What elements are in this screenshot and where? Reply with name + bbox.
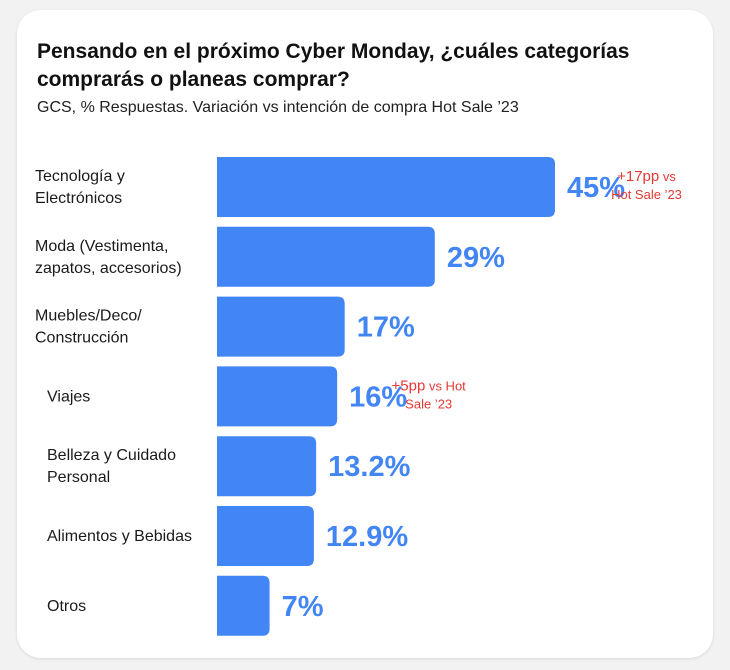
value-label-6: 7% [282,591,324,623]
bar-1 [217,226,435,287]
category-label-5: Alimentos y Bebidas [47,528,192,545]
chart-title: Pensando en el próximo Cyber Monday, ¿cu… [37,40,630,91]
category-label-2: Muebles/Deco/Construcción [35,308,142,347]
annotation-1: +5pp vs Hot Sale ’23 [392,377,467,411]
value-label-5: 12.9% [326,521,408,553]
chart-card [17,10,713,658]
bar-6 [217,575,270,636]
value-label-3: 16% [349,381,407,413]
value-label-2: 17% [357,312,415,344]
category-label-3: Viajes [47,388,90,405]
value-label-0: 45% [567,172,625,204]
chart-subtitle: GCS, % Respuestas. Variación vs intenció… [37,99,519,116]
bar-2 [217,296,345,357]
bar-3 [217,366,338,427]
bar-5 [217,506,314,566]
value-label-4: 13.2% [328,451,410,483]
bar-4 [217,436,317,497]
category-label-6: Otros [47,598,86,615]
category-label-1: Moda (Vestimenta, zapatos, accesorios) [35,238,182,277]
category-label-4: Belleza y Cuidado Personal [47,447,176,486]
bar-0 [217,157,555,217]
category-label-0: Tecnología y Electrónicos [35,168,125,207]
annotation-0: +17pp vs Hot Sale ’23 [611,168,682,202]
value-label-1: 29% [447,242,505,274]
